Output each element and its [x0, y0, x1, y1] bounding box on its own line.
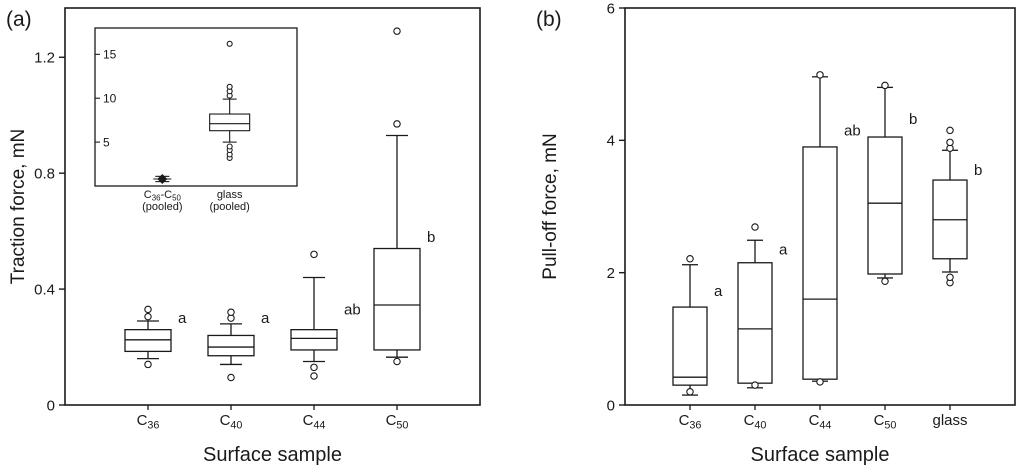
y-tick-label: 4 [607, 133, 615, 150]
inset-frame [94, 27, 298, 187]
inset-category-sublabel: (pooled) [209, 201, 249, 213]
outlier-point [946, 126, 954, 135]
outlier-point [393, 120, 401, 128]
x-axis-title: Surface sample [203, 444, 342, 466]
x-category-label: C40 [744, 412, 767, 431]
y-tick-label: 0.4 [34, 281, 55, 298]
outlier-point [393, 27, 401, 35]
inset-category-sublabel: (pooled) [142, 201, 182, 213]
box [373, 247, 421, 351]
x-category-label: C44 [809, 412, 832, 431]
y-tick-label: 0 [47, 397, 55, 414]
outlier-point [144, 305, 152, 314]
significance-letter: a [714, 283, 723, 300]
y-axis-title: Pull-off force, mN [540, 133, 561, 279]
x-category-label: C40 [220, 412, 243, 431]
inset-y-tick-label: 10 [103, 91, 117, 105]
outlier-point [946, 138, 954, 147]
outlier-point [946, 273, 954, 282]
box [672, 306, 708, 386]
inset-category-label: glass [217, 189, 243, 201]
inset-series-glass-pooled: glass(pooled) [209, 40, 251, 213]
outlier-point [144, 360, 152, 369]
x-category-label: glass [932, 412, 967, 429]
outlier-point [816, 71, 824, 79]
box [207, 334, 255, 357]
x-category-label: C36 [137, 412, 160, 431]
box-series-c36: C36 a [672, 255, 723, 431]
significance-letter: ab [344, 301, 361, 318]
box-series-c50: C50 b [373, 27, 435, 431]
x-axis-title: Surface sample [751, 444, 890, 466]
outlier-point [227, 373, 235, 382]
panel-b-chart: (b) Pull-off force, mN Surface sample 0 2 4 6 C… [536, 0, 1016, 466]
significance-letter: ab [844, 122, 861, 139]
significance-letter: b [974, 162, 982, 179]
box [737, 262, 773, 384]
outlier-point [751, 223, 759, 231]
box [290, 329, 338, 351]
box-series-c36: C36 a [124, 305, 187, 431]
box-series-c44: C44 ab [290, 250, 361, 431]
panel-label: (b) [536, 8, 562, 31]
y-tick-label: 1.2 [34, 50, 55, 67]
outlier-point [226, 40, 233, 47]
inset-category-label: C36-C50 [144, 189, 182, 202]
y-tick-label: 0 [607, 397, 615, 414]
box [867, 136, 903, 275]
outlier-point [686, 255, 694, 263]
inset-y-tick-label: 15 [103, 48, 117, 62]
outlier-point [226, 83, 233, 90]
x-category-label: C36 [679, 412, 702, 431]
box-series-c40: C40 a [737, 223, 788, 431]
outlier-point [881, 81, 889, 90]
box [124, 329, 172, 353]
box-series-glass: glass b [932, 126, 982, 429]
box-series-c40: C40 a [207, 308, 270, 431]
outlier-point [393, 357, 401, 366]
y-axis-ticks: 0 0.4 0.8 1.2 [34, 50, 65, 414]
outlier-point [751, 381, 759, 389]
panel-label: (a) [6, 8, 32, 31]
outlier-point [227, 308, 235, 317]
significance-letter: b [909, 111, 917, 128]
x-category-label: C44 [303, 412, 326, 431]
inset-y-tick-label: 5 [103, 135, 110, 149]
significance-letter: a [261, 310, 270, 327]
y-tick-label: 2 [607, 265, 615, 282]
y-tick-label: 0.8 [34, 165, 55, 182]
y-tick-label: 6 [607, 0, 615, 17]
x-category-label: C50 [386, 412, 409, 431]
outlier-point [310, 363, 318, 372]
box-series-c50: C50 b [867, 81, 917, 431]
box [802, 146, 838, 380]
outlier-point [310, 372, 318, 380]
outlier-point [816, 378, 824, 386]
x-category-label: C50 [874, 412, 897, 431]
outlier-point [144, 312, 152, 321]
inset-series-c36-c50-pooled: C36-C50(pooled) [142, 173, 183, 213]
significance-letter: b [427, 229, 435, 246]
outlier-point [881, 277, 889, 286]
box [209, 113, 251, 132]
y-axis-ticks: 0 2 4 6 [607, 0, 625, 414]
y-axis-title: Traction force, mN [8, 129, 29, 285]
pooled-diamond-marker [157, 173, 168, 184]
outlier-point [310, 250, 318, 259]
significance-letter: a [178, 310, 187, 327]
significance-letter: a [779, 242, 788, 259]
plot-frame [64, 7, 481, 406]
outlier-point [686, 388, 694, 396]
box-series-c44: C44 ab [802, 71, 861, 431]
outlier-point [226, 143, 233, 150]
